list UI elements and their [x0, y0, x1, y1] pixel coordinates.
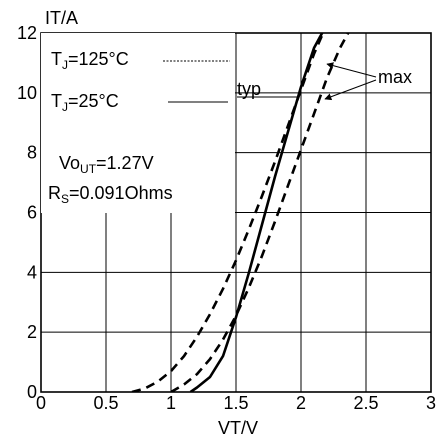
max-annotation: max [378, 67, 412, 87]
x-tick-labels: 0 0.5 1 1.5 2 2.5 3 [36, 393, 436, 413]
x-tick-label: 2 [296, 393, 306, 413]
param-vout: VoUT=1.27V [59, 153, 154, 176]
series-line-2 [170, 33, 350, 392]
legend-box [41, 33, 235, 213]
max-arrow-lower [324, 79, 377, 101]
y-tick-label: 6 [27, 203, 37, 223]
y-tick-label: 10 [17, 83, 37, 103]
y-tick-label: 4 [27, 262, 37, 282]
series-line-1 [189, 33, 324, 392]
y-tick-label: 2 [27, 322, 37, 342]
y-tick-label: 0 [27, 382, 37, 402]
legend-entry-25-label: TJ=25°C [51, 91, 119, 114]
legend: TJ=125°C TJ=25°C VoUT=1.27V RS=0.091Ohms [41, 33, 235, 213]
x-tick-label: 1 [166, 393, 176, 413]
y-tick-label: 8 [27, 143, 37, 163]
y-tick-labels: 0 2 4 6 8 10 12 [17, 23, 37, 402]
legend-entry-125-label: TJ=125°C [51, 49, 129, 72]
x-axis-label: VT/V [218, 418, 258, 438]
max-arrow-upper [326, 62, 377, 78]
param-rs: RS=0.091Ohms [48, 183, 173, 206]
series-group [131, 33, 350, 392]
typ-annotation: typ [237, 79, 261, 99]
annotations: typ max [237, 62, 412, 101]
y-tick-label: 12 [17, 23, 37, 43]
x-tick-label: 1.5 [223, 393, 248, 413]
x-tick-label: 2.5 [353, 393, 378, 413]
x-tick-label: 3 [426, 393, 436, 413]
x-tick-label: 0 [36, 393, 46, 413]
y-axis-label: IT/A [45, 8, 78, 28]
x-tick-label: 0.5 [93, 393, 118, 413]
